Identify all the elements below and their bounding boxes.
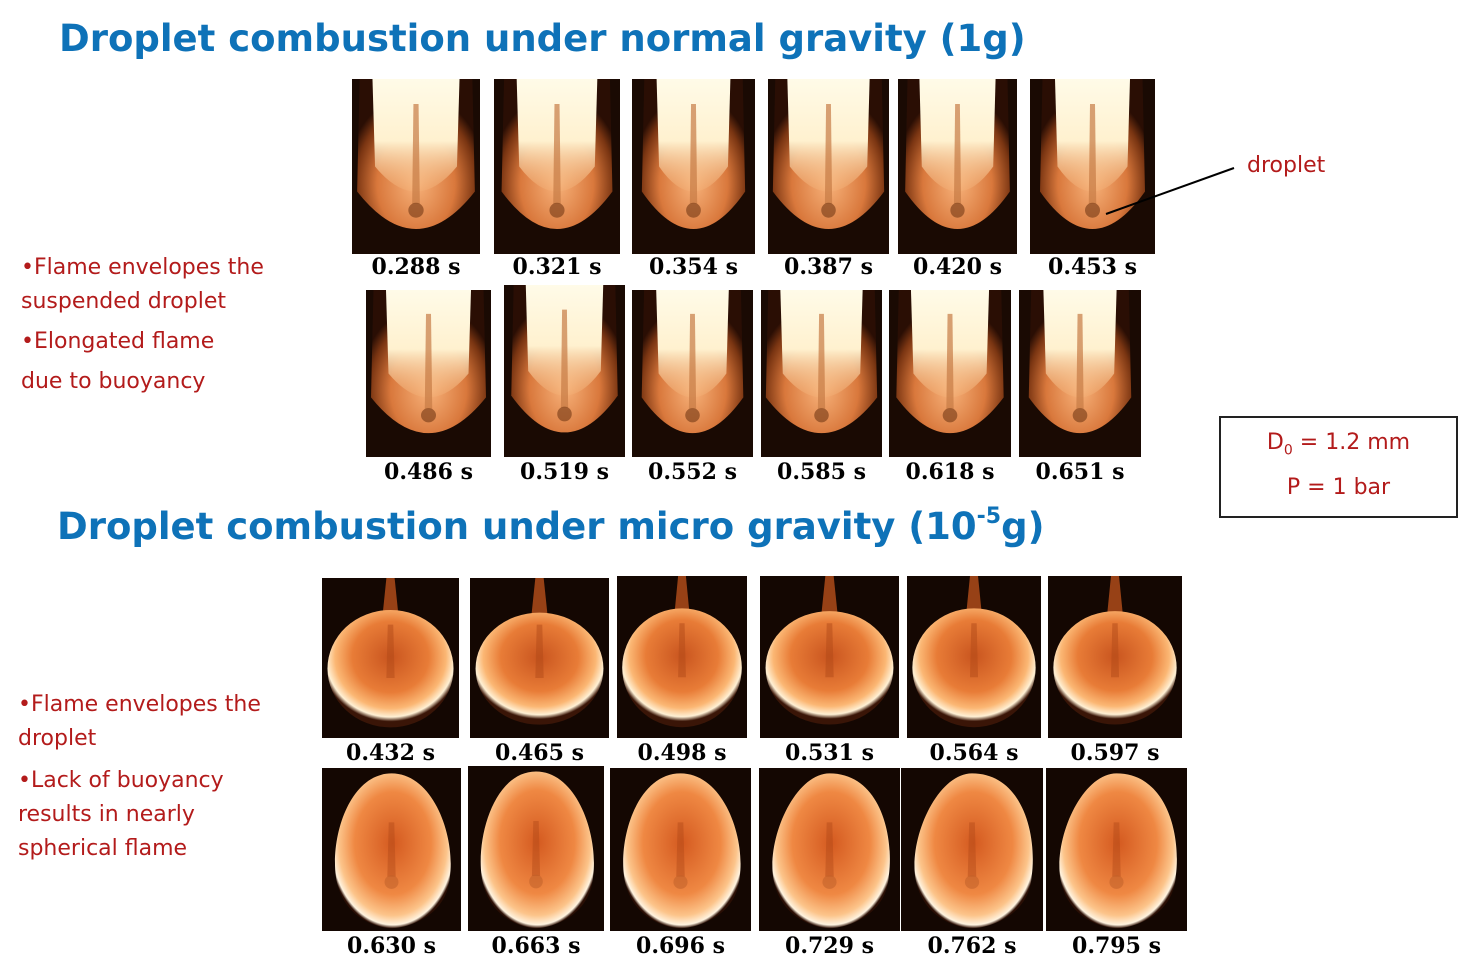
diameter-symbol: D: [1266, 430, 1284, 455]
time-label: 0.453 s: [1048, 254, 1137, 280]
time-label: 0.321 s: [512, 254, 602, 280]
flame-photo: [617, 576, 747, 738]
note-line: suspended droplet: [21, 289, 226, 314]
note-line: •Lack of buoyancy: [18, 768, 224, 793]
flame-photo: [1048, 576, 1182, 738]
diameter-subscript: 0: [1283, 442, 1293, 459]
time-label: 0.531 s: [785, 740, 874, 766]
flame-photo: [761, 290, 882, 457]
time-label: 0.729 s: [785, 933, 874, 959]
time-label: 0.630 s: [347, 933, 436, 959]
time-label: 0.498 s: [637, 740, 727, 766]
flame-photo: [889, 290, 1011, 457]
flame-photo: [901, 768, 1043, 931]
flame-photo: [1046, 768, 1187, 931]
time-label: 0.519 s: [520, 459, 609, 485]
time-label: 0.795 s: [1072, 933, 1161, 959]
pressure-line: P = 1 bar: [1286, 475, 1391, 501]
flame-photo: [1030, 79, 1155, 254]
droplet-pointer-line: [1105, 167, 1235, 215]
flame-photo: [632, 79, 755, 254]
time-label: 0.663 s: [491, 933, 581, 959]
diameter-value: = 1.2 mm: [1292, 430, 1411, 455]
note-line: spherical flame: [18, 836, 188, 861]
note-line: •Flame envelopes the: [18, 692, 261, 717]
flame-photo: [468, 766, 604, 931]
time-label: 0.597 s: [1070, 740, 1160, 766]
normal-gravity-notes: •Flame envelopes the suspended droplet •…: [21, 251, 264, 399]
time-label: 0.432 s: [346, 740, 435, 766]
note-line: •Flame envelopes the: [21, 255, 264, 280]
flame-photo: [470, 578, 609, 738]
time-label: 0.288 s: [371, 254, 461, 280]
time-label: 0.354 s: [649, 254, 738, 280]
flame-photo: [759, 768, 900, 931]
time-label: 0.618 s: [905, 459, 995, 485]
title-micro-main: Droplet combustion under micro gravity (…: [57, 505, 977, 548]
title-micro-end: g): [1001, 505, 1045, 548]
time-label: 0.585 s: [777, 459, 866, 485]
flame-photo: [1019, 290, 1141, 457]
title-micro-exponent: -5: [976, 504, 1002, 529]
flame-photo: [352, 79, 480, 254]
time-label: 0.651 s: [1035, 459, 1125, 485]
flame-photo: [610, 768, 751, 931]
flame-photo: [504, 285, 625, 457]
title-micro-gravity: Droplet combustion under micro gravity (…: [57, 505, 1045, 548]
note-line: droplet: [18, 726, 97, 751]
flame-photo: [322, 768, 461, 931]
time-label: 0.420 s: [913, 254, 1002, 280]
flame-photo: [322, 578, 459, 738]
micro-gravity-notes: •Flame envelopes the droplet •Lack of bu…: [18, 688, 261, 866]
flame-photo: [907, 576, 1041, 738]
time-label: 0.465 s: [495, 740, 584, 766]
time-label: 0.696 s: [636, 933, 725, 959]
title-normal-gravity: Droplet combustion under normal gravity …: [59, 17, 1026, 60]
time-label: 0.486 s: [384, 459, 473, 485]
note-line: •Elongated flame: [21, 329, 215, 354]
flame-photo: [760, 576, 899, 738]
flame-photo: [768, 79, 889, 254]
flame-photo: [632, 290, 753, 457]
time-label: 0.552 s: [648, 459, 737, 485]
flame-photo: [366, 290, 491, 457]
note-line: results in nearly: [18, 802, 195, 827]
flame-photo: [898, 79, 1017, 254]
time-label: 0.762 s: [927, 933, 1017, 959]
flame-photo: [494, 79, 620, 254]
time-label: 0.564 s: [929, 740, 1019, 766]
parameters-box: D0 = 1.2 mm P = 1 bar: [1219, 416, 1458, 518]
diameter-line: D0 = 1.2 mm: [1221, 424, 1456, 469]
time-label: 0.387 s: [784, 254, 873, 280]
droplet-callout-label: droplet: [1247, 153, 1326, 178]
note-line: due to buoyancy: [21, 369, 206, 394]
